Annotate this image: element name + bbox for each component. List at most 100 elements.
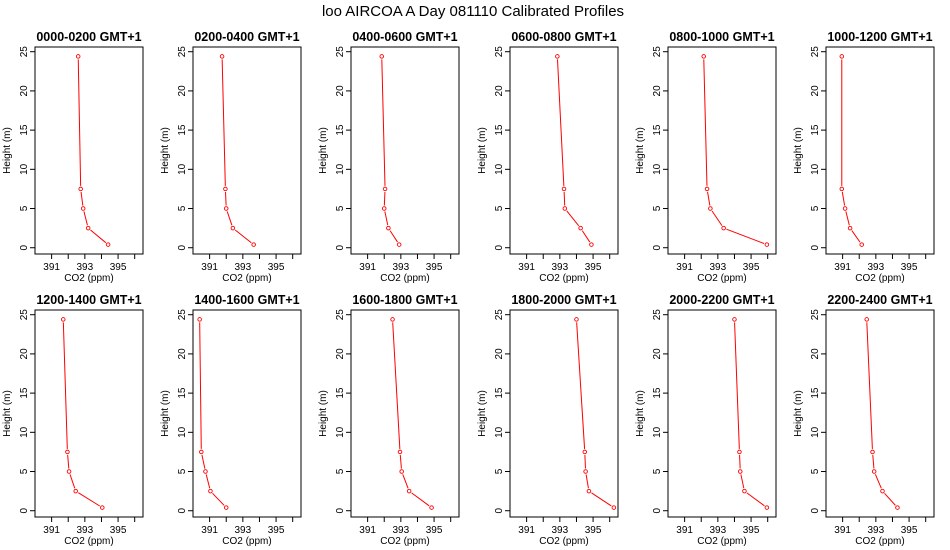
- y-tick-label: 20: [810, 85, 821, 97]
- data-point: [73, 488, 78, 494]
- y-tick-label: 20: [335, 85, 346, 97]
- y-axis-label: Height (m): [477, 390, 488, 437]
- data-point: [701, 54, 706, 59]
- y-tick-label: 10: [19, 426, 30, 438]
- y-tick-label: 0: [652, 245, 663, 251]
- x-tick-label: 391: [676, 525, 693, 536]
- data-point: [611, 505, 617, 510]
- x-tick-label: 395: [268, 525, 285, 536]
- y-tick-label: 15: [810, 387, 821, 399]
- x-tick-label: 393: [868, 525, 885, 536]
- data-point: [219, 54, 225, 59]
- profile-line-segment: [703, 59, 708, 186]
- plot-frame: [350, 309, 460, 518]
- y-axis-label: Height (m): [635, 390, 646, 437]
- y-axis-label: Height (m): [477, 127, 488, 174]
- y-tick-label: 5: [177, 205, 188, 211]
- y-tick-label: 5: [494, 205, 505, 211]
- profile-line-segment: [77, 492, 101, 507]
- x-axis-label: CO2 (ppm): [697, 273, 746, 284]
- plot-frame: [509, 46, 619, 255]
- x-axis-label: CO2 (ppm): [222, 273, 271, 284]
- profile-line-segment: [225, 191, 227, 206]
- y-tick-label: 10: [335, 426, 346, 438]
- y-tick-label: 10: [810, 426, 821, 438]
- y-tick-label: 0: [810, 508, 821, 514]
- data-point: [732, 317, 737, 322]
- profile-line-segment: [402, 474, 409, 489]
- profile-line-segment: [199, 322, 202, 449]
- y-tick-label: 20: [19, 348, 30, 360]
- plot-frame: [34, 309, 144, 518]
- y-tick-label: 10: [810, 163, 821, 175]
- x-axis-label: CO2 (ppm): [855, 273, 904, 284]
- x-tick-label: 393: [393, 262, 410, 273]
- plot-frame: [667, 309, 777, 518]
- plot-frame: [34, 46, 144, 255]
- profile-line-segment: [711, 210, 723, 226]
- y-tick-label: 10: [19, 163, 30, 175]
- y-tick-label: 0: [335, 245, 346, 251]
- data-point: [839, 186, 845, 192]
- data-point: [390, 317, 395, 322]
- data-point: [78, 186, 83, 192]
- y-tick-label: 20: [335, 348, 346, 360]
- figure-title: loo AIRCOA A Day 081110 Calibrated Profi…: [322, 3, 624, 20]
- data-point: [839, 54, 845, 59]
- profile-line-segment: [726, 228, 765, 244]
- data-point: [381, 206, 387, 211]
- y-tick-label: 25: [177, 309, 188, 321]
- panel-title: 0800-1000 GMT+1: [669, 30, 774, 44]
- x-axis-label: CO2 (ppm): [539, 536, 588, 547]
- y-tick-label: 15: [177, 124, 188, 136]
- x-tick-label: 391: [518, 525, 535, 536]
- profile-line-segment: [226, 211, 233, 226]
- y-tick-label: 5: [335, 205, 346, 211]
- data-point: [555, 54, 560, 59]
- profile-line-segment: [585, 474, 589, 489]
- y-tick-label: 15: [494, 124, 505, 136]
- panel-title: 1000-1200 GMT+1: [827, 30, 932, 44]
- profile-line-segment: [874, 474, 882, 489]
- y-tick-label: 15: [19, 387, 30, 399]
- profile-line-segment: [841, 191, 846, 206]
- y-tick-label: 15: [335, 124, 346, 136]
- profile-line-segment: [734, 322, 740, 449]
- data-point: [105, 242, 111, 247]
- panel-title: 1800-2000 GMT+1: [511, 293, 616, 307]
- x-tick-label: 391: [834, 525, 851, 536]
- plot-frame: [825, 46, 935, 255]
- x-tick-label: 395: [426, 262, 443, 273]
- data-point: [578, 225, 583, 231]
- y-axis-label: Height (m): [2, 390, 13, 437]
- y-tick-label: 25: [494, 46, 505, 58]
- y-tick-label: 15: [652, 124, 663, 136]
- y-tick-label: 15: [810, 124, 821, 136]
- y-tick-label: 0: [177, 245, 188, 251]
- y-tick-label: 10: [177, 163, 188, 175]
- profile-line-segment: [77, 59, 82, 186]
- y-tick-label: 10: [652, 426, 663, 438]
- x-tick-label: 391: [834, 262, 851, 273]
- profile-line-segment: [384, 211, 389, 226]
- profile-line-segment: [866, 322, 873, 449]
- profile-line-segment: [576, 322, 586, 449]
- y-tick-label: 5: [494, 468, 505, 474]
- y-tick-label: 25: [19, 309, 30, 321]
- y-axis-label: Height (m): [635, 127, 646, 174]
- panel-title: 0000-0200 GMT+1: [36, 30, 141, 44]
- panel-grid: 0000-0200 GMT+1 0 5 10 15 20 25 391 393 395 CO2 (p…: [2, 30, 935, 547]
- plot-frame: [192, 46, 302, 255]
- x-tick-label: 393: [552, 525, 569, 536]
- profile-line-segment: [69, 474, 76, 489]
- profile-line-segment: [851, 230, 861, 243]
- x-tick-label: 391: [518, 262, 535, 273]
- y-tick-label: 15: [177, 387, 188, 399]
